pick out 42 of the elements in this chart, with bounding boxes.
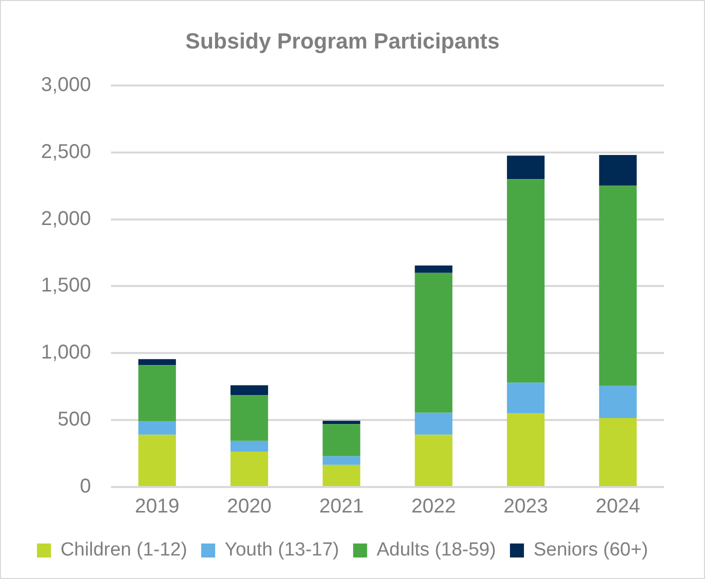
bar	[414, 272, 452, 413]
bar	[506, 382, 545, 414]
legend-label: Children (1-12)	[60, 540, 188, 561]
bar	[322, 420, 360, 424]
bar	[138, 421, 176, 435]
y-tick-label: 500	[58, 408, 92, 431]
bar	[230, 385, 268, 396]
bar	[230, 440, 268, 452]
bar	[322, 456, 360, 465]
y-tick-label: 2,500	[40, 140, 92, 163]
bar	[138, 359, 176, 366]
x-tick-label: 2020	[227, 496, 272, 518]
bar	[599, 155, 637, 186]
y-tick-label: 3,000	[40, 74, 92, 96]
x-tick-label: 2022	[411, 496, 456, 518]
x-tick-label: 2024	[596, 496, 640, 518]
bar	[599, 186, 637, 386]
bar	[138, 365, 176, 422]
bar	[230, 452, 268, 486]
legend-label: Youth (13-17)	[224, 540, 340, 561]
y-tick-label: 1,000	[40, 342, 92, 364]
y-tick-label: 2,000	[40, 208, 92, 230]
bar	[414, 434, 452, 486]
x-tick-label: 2021	[319, 496, 364, 518]
bar	[599, 386, 637, 418]
bar	[599, 418, 637, 486]
x-tick-label: 2023	[504, 496, 548, 518]
legend-label: Seniors (60+)	[533, 540, 648, 561]
y-tick-label: 1,500	[40, 274, 92, 297]
legend-label: Adults (18-59)	[376, 540, 496, 561]
bar	[506, 156, 545, 180]
bar	[230, 395, 268, 441]
bar	[322, 464, 360, 486]
chart-title: Subsidy Program Participants	[185, 28, 500, 54]
x-tick-label: 2019	[134, 496, 180, 518]
bar	[506, 413, 545, 486]
bar	[506, 179, 545, 383]
bar	[138, 434, 176, 486]
bar	[414, 265, 452, 273]
y-tick-label: 0	[80, 476, 92, 498]
bar	[322, 424, 360, 456]
bar	[414, 412, 452, 435]
